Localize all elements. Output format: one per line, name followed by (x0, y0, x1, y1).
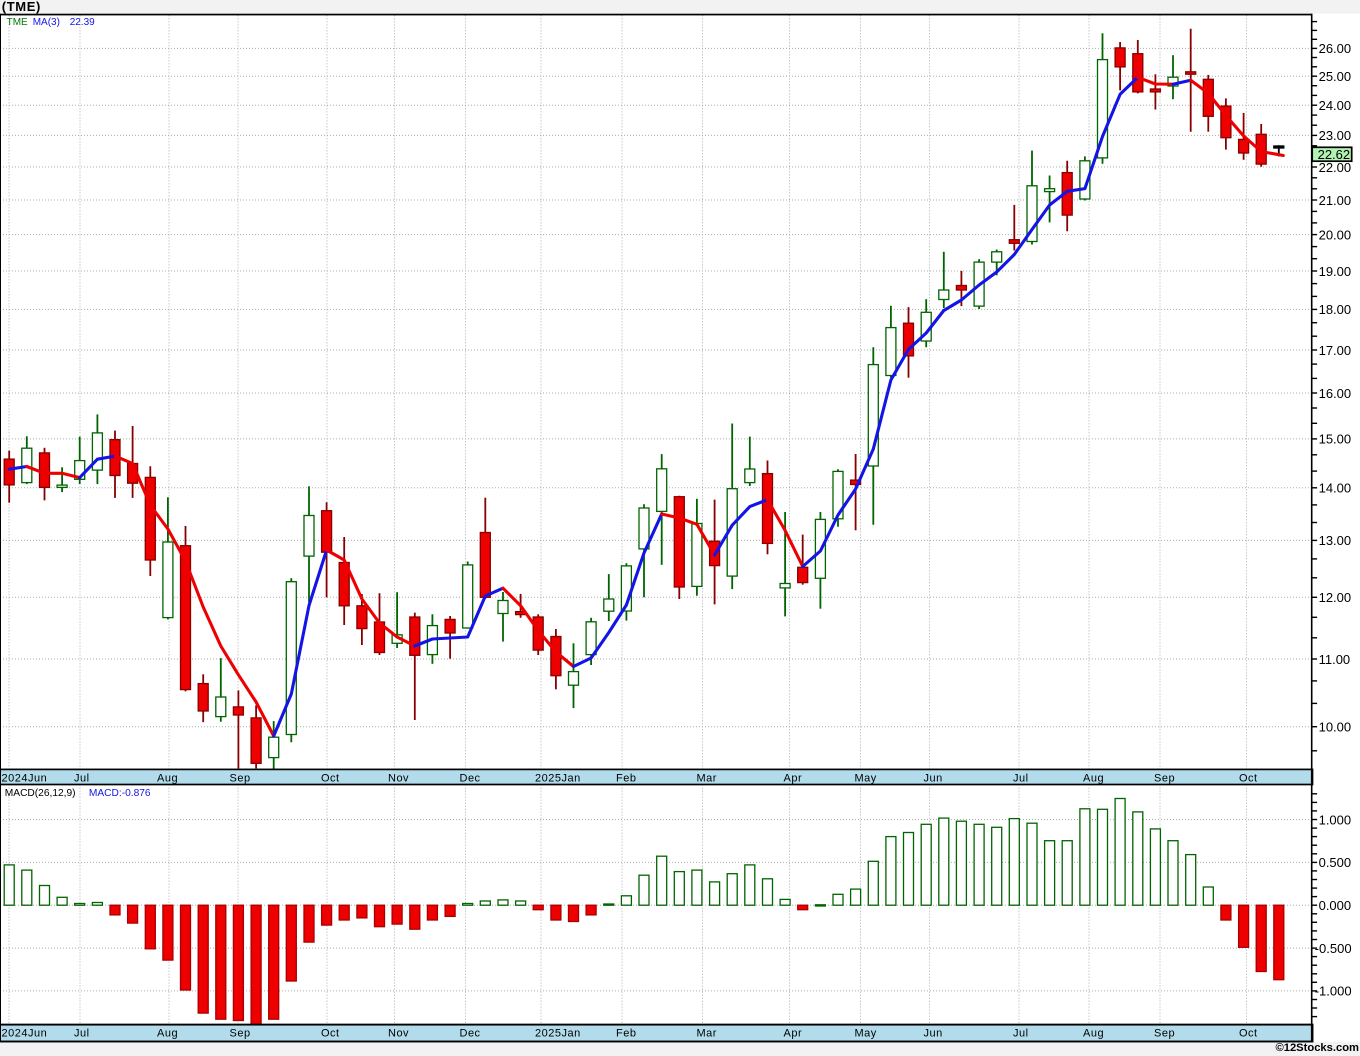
svg-text:Aug: Aug (157, 1028, 178, 1040)
svg-text:1.000: 1.000 (1319, 812, 1352, 827)
svg-text:2024Jun: 2024Jun (2, 1028, 48, 1040)
svg-text:25.00: 25.00 (1319, 69, 1352, 84)
svg-text:19.00: 19.00 (1319, 264, 1352, 279)
svg-text:0.500: 0.500 (1319, 855, 1352, 870)
svg-text:24.00: 24.00 (1319, 98, 1352, 113)
svg-text:(TME): (TME) (2, 0, 41, 14)
svg-text:TME: TME (7, 17, 28, 28)
svg-text:22.00: 22.00 (1319, 160, 1352, 175)
svg-text:10.00: 10.00 (1319, 720, 1352, 735)
svg-text:Nov: Nov (388, 772, 409, 784)
svg-text:Sep: Sep (1154, 772, 1175, 784)
svg-text:Aug: Aug (157, 772, 178, 784)
svg-text:17.00: 17.00 (1319, 343, 1352, 358)
svg-text:Mar: Mar (697, 772, 717, 784)
svg-text:Sep: Sep (1154, 1028, 1175, 1040)
svg-text:26.00: 26.00 (1319, 41, 1352, 56)
svg-text:©12Stocks.com: ©12Stocks.com (1276, 1042, 1360, 1054)
svg-text:Jul: Jul (74, 1028, 90, 1040)
svg-text:18.00: 18.00 (1319, 302, 1352, 317)
svg-text:Jul: Jul (74, 772, 90, 784)
svg-text:MA(3): MA(3) (33, 17, 60, 28)
svg-text:-1.000: -1.000 (1315, 984, 1352, 999)
svg-text:May: May (855, 1028, 877, 1040)
svg-text:Jul: Jul (1013, 772, 1029, 784)
svg-text:Aug: Aug (1083, 1028, 1104, 1040)
svg-text:Dec: Dec (460, 772, 481, 784)
svg-text:23.00: 23.00 (1319, 128, 1352, 143)
svg-text:Apr: Apr (784, 1028, 803, 1040)
svg-text:Oct: Oct (321, 772, 340, 784)
svg-text:2025Jan: 2025Jan (535, 772, 581, 784)
svg-text:22.39: 22.39 (70, 17, 95, 28)
svg-text:22.62: 22.62 (1318, 147, 1351, 162)
svg-text:Sep: Sep (230, 772, 251, 784)
svg-text:13.00: 13.00 (1319, 533, 1352, 548)
svg-text:14.00: 14.00 (1319, 481, 1352, 496)
svg-text:21.00: 21.00 (1319, 193, 1352, 208)
svg-text:Oct: Oct (1239, 772, 1258, 784)
svg-text:16.00: 16.00 (1319, 386, 1352, 401)
svg-text:12.00: 12.00 (1319, 590, 1352, 605)
svg-text:MACD(26,12,9): MACD(26,12,9) (5, 788, 76, 799)
svg-text:Aug: Aug (1083, 772, 1104, 784)
svg-text:11.00: 11.00 (1319, 652, 1351, 667)
svg-text:Jul: Jul (1013, 1028, 1029, 1040)
svg-text:Oct: Oct (321, 1028, 340, 1040)
svg-text:2025Jan: 2025Jan (535, 1028, 581, 1040)
svg-text:Jun: Jun (924, 1028, 943, 1040)
svg-text:Oct: Oct (1239, 1028, 1258, 1040)
svg-text:2024Jun: 2024Jun (2, 772, 48, 784)
svg-text:Feb: Feb (616, 772, 636, 784)
svg-text:MACD:-0.876: MACD:-0.876 (89, 788, 151, 799)
svg-text:Apr: Apr (784, 772, 803, 784)
svg-text:Jun: Jun (924, 772, 943, 784)
svg-text:0.000: 0.000 (1319, 898, 1352, 913)
svg-text:Dec: Dec (460, 1028, 481, 1040)
svg-text:20.00: 20.00 (1319, 227, 1352, 242)
svg-text:Feb: Feb (616, 1028, 636, 1040)
svg-text:Sep: Sep (230, 1028, 251, 1040)
svg-text:Nov: Nov (388, 1028, 409, 1040)
svg-text:15.00: 15.00 (1319, 432, 1352, 447)
svg-text:-0.500: -0.500 (1315, 941, 1352, 956)
svg-text:Mar: Mar (697, 1028, 717, 1040)
svg-text:May: May (855, 772, 877, 784)
